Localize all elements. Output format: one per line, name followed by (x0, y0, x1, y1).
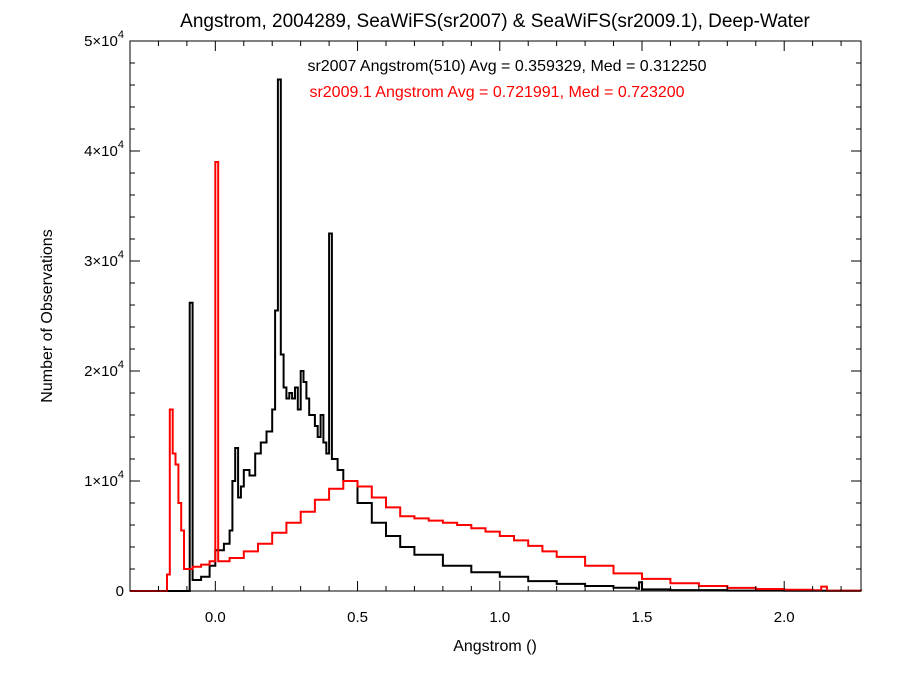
chart-title: Angstrom, 2004289, SeaWiFS(sr2007) & Sea… (180, 11, 810, 32)
sr2009-stats-annotation: sr2009.1 Angstrom Avg = 0.721991, Med = … (309, 84, 684, 101)
series-1-step-line (130, 161, 862, 592)
x-tick-label: 0.0 (205, 609, 226, 626)
y-tick-label: 1×104 (84, 469, 124, 490)
y-tick-label: 2×104 (84, 359, 124, 380)
sr2007-stats-annotation: sr2007 Angstrom(510) Avg = 0.359329, Med… (307, 58, 706, 75)
plot-frame (129, 40, 862, 592)
y-axis-title: Number of Observations (39, 229, 56, 402)
y-tick-label: 4×104 (84, 139, 124, 160)
y-tick-label: 3×104 (84, 249, 124, 270)
x-tick-label: 2.0 (774, 609, 795, 626)
x-axis-title: Angstrom () (453, 638, 537, 655)
x-tick-label: 1.5 (632, 609, 653, 626)
axis-ticks: 0.0 0.5 1.0 1.5 2.0 0 1×104 2×104 3×104 4×104 5×10… (84, 29, 861, 626)
series-0-step-line (130, 78, 862, 592)
x-tick-label: 1.0 (489, 609, 510, 626)
y-tick-label: 0 (116, 583, 124, 600)
y-tick-label: 5×104 (84, 29, 124, 50)
x-tick-label: 0.5 (347, 609, 368, 626)
series-layer (130, 78, 862, 592)
